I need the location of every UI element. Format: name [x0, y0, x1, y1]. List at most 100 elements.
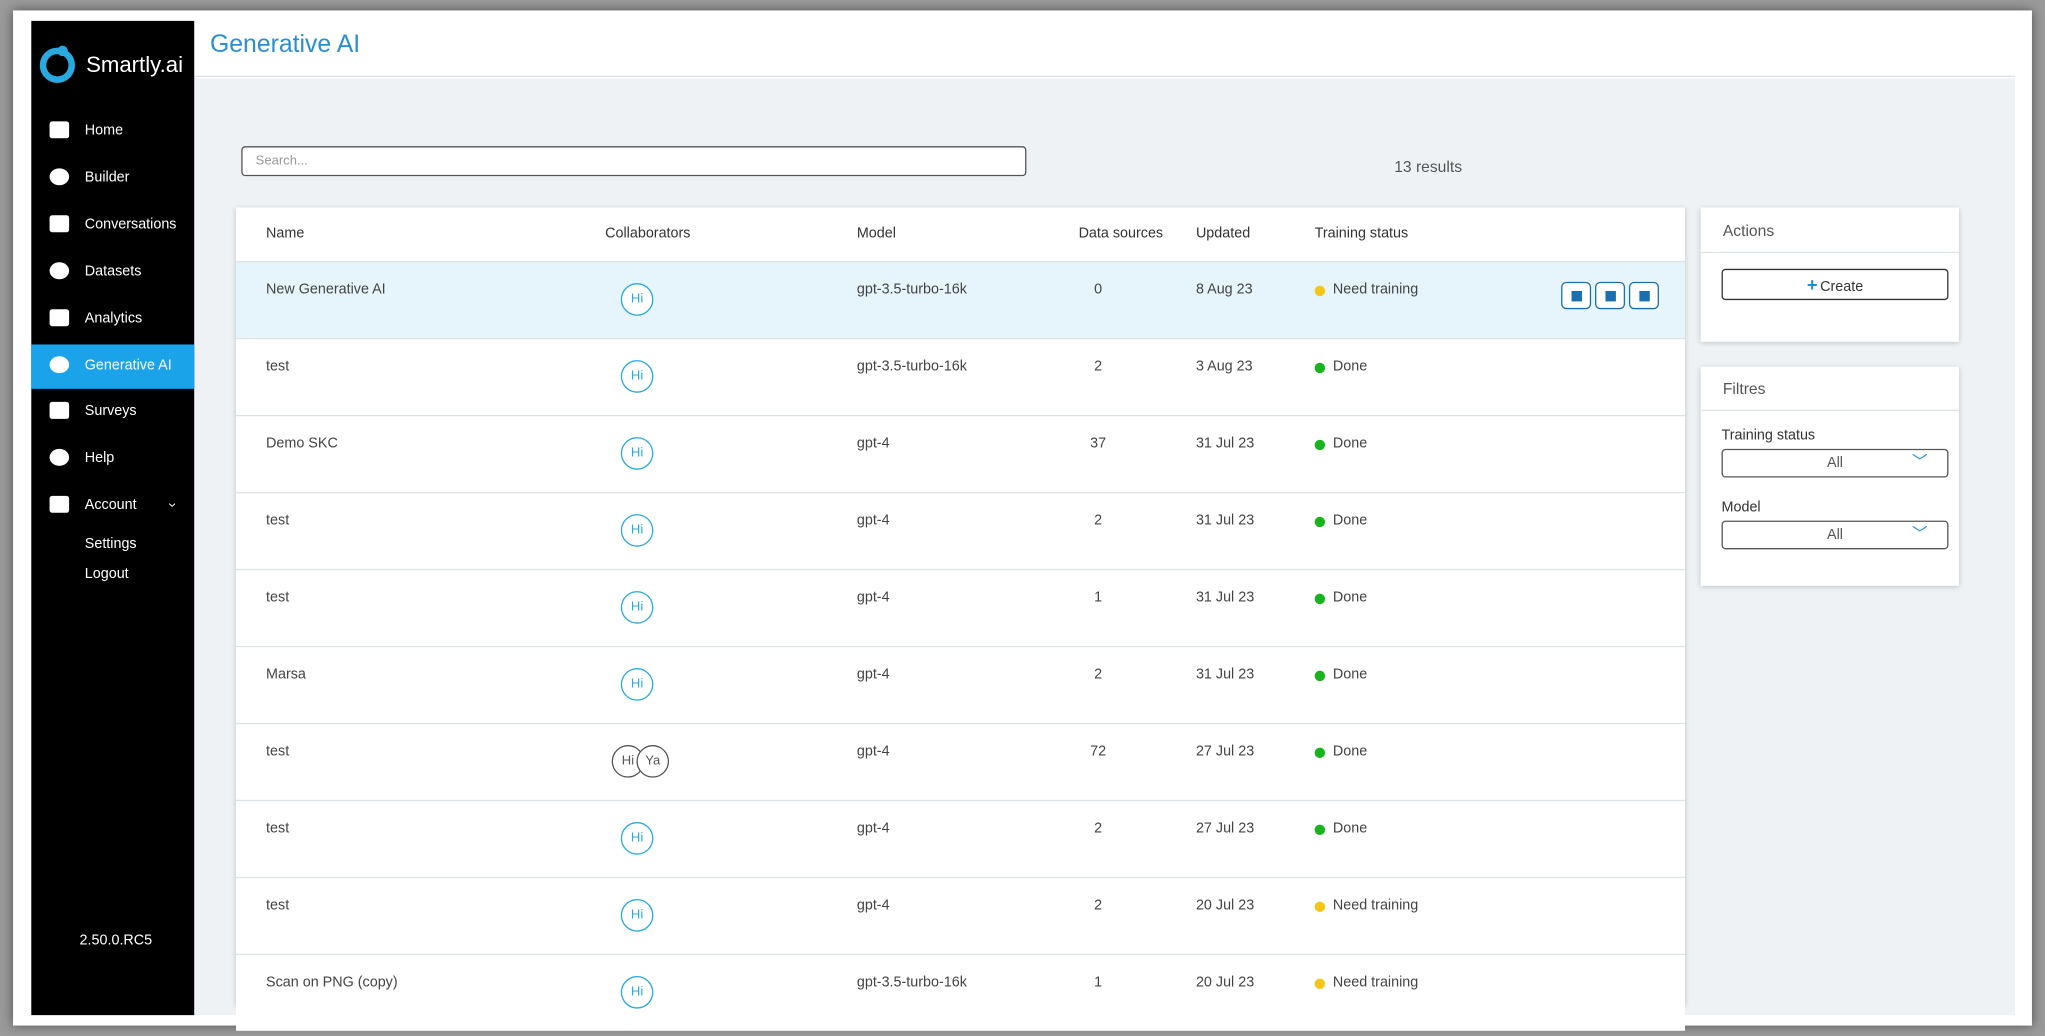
submenu-item[interactable]: Settings: [84, 536, 137, 552]
collaborator-avatar: Hi: [620, 899, 654, 932]
data-sources: 2: [1094, 512, 1103, 529]
collaborator-avatar: Hi: [620, 668, 654, 701]
status: Need training: [1332, 281, 1419, 298]
status-dot: [1314, 439, 1326, 451]
row[interactable]: [236, 722, 1686, 800]
updated: 27 Jul 23: [1195, 820, 1255, 837]
nav-item[interactable]: Home: [84, 122, 124, 139]
status: Done: [1332, 820, 1368, 837]
column-header: Model: [856, 225, 896, 242]
filter-label: Model: [1721, 499, 1761, 516]
row-selected[interactable]: [236, 260, 1686, 338]
filter-select[interactable]: All: [1721, 520, 1949, 550]
submenu-item[interactable]: Logout: [84, 566, 129, 582]
row[interactable]: [236, 491, 1686, 569]
nav-item[interactable]: Surveys: [84, 403, 137, 419]
data-sources: 2: [1094, 358, 1103, 375]
icon: [1571, 290, 1582, 302]
row-action-button[interactable]: [1561, 281, 1592, 310]
collaborator-avatar: Hi: [620, 360, 654, 393]
status: Need training: [1332, 974, 1419, 991]
row[interactable]: [236, 568, 1686, 646]
chevron: ‹: [164, 502, 180, 508]
nav-item[interactable]: Account: [84, 497, 137, 513]
nav-item[interactable]: Help: [84, 450, 115, 466]
status-dot: [1314, 901, 1326, 913]
sidebar: [31, 20, 195, 1016]
row[interactable]: [236, 876, 1686, 954]
name: test: [266, 358, 290, 375]
nav-icon: [49, 121, 70, 139]
updated: 8 Aug 23: [1195, 281, 1253, 298]
data-sources: 37: [1090, 435, 1107, 452]
status-dot: [1314, 362, 1326, 374]
dropdown-arrow: ﹀: [1911, 452, 1928, 472]
updated: 20 Jul 23: [1195, 897, 1255, 914]
icon: [1639, 290, 1650, 302]
model: gpt-4: [856, 743, 890, 760]
status-dot: [1314, 593, 1326, 605]
nav-icon: [49, 215, 70, 233]
collaborator-avatar: Hi: [620, 283, 654, 316]
data-sources: 1: [1094, 589, 1103, 606]
nav-item[interactable]: Conversations: [84, 216, 177, 233]
collaborator-avatar: Hi: [611, 745, 645, 778]
name: test: [266, 743, 290, 760]
model: gpt-4: [856, 589, 890, 606]
version: 2.50.0.RC5: [79, 932, 153, 949]
icon: [1605, 290, 1616, 302]
create-button[interactable]: + Create: [1721, 268, 1949, 301]
divider: [1700, 409, 1959, 412]
status-dot: [1314, 747, 1326, 759]
name: Demo SKC: [266, 435, 338, 452]
row[interactable]: [236, 953, 1686, 1031]
model: gpt-4: [856, 512, 890, 529]
nav-item[interactable]: Generative AI: [84, 357, 172, 374]
column-header: Name: [266, 225, 305, 242]
search-box[interactable]: Search...: [241, 146, 1027, 177]
divider: [1700, 251, 1959, 254]
app-window: Smartly.ai Home Builder Conversations Datase…: [13, 10, 2032, 1031]
status: Done: [1332, 589, 1368, 606]
status-dot: [1314, 516, 1326, 528]
data-sources: 1: [1094, 974, 1103, 991]
name: test: [266, 820, 290, 837]
updated: 31 Jul 23: [1195, 589, 1255, 606]
nav-item[interactable]: Analytics: [84, 310, 143, 327]
collaborator-avatar: Hi: [620, 437, 654, 470]
status: Done: [1332, 512, 1368, 529]
brand: Smartly.ai: [86, 52, 183, 77]
row[interactable]: [236, 414, 1686, 492]
row-action-button[interactable]: [1628, 281, 1659, 310]
nav-item[interactable]: Datasets: [84, 263, 142, 280]
updated: 27 Jul 23: [1195, 743, 1255, 760]
status-dot: [1314, 824, 1326, 836]
page-title: Generative AI: [209, 31, 361, 59]
updated: 31 Jul 23: [1195, 512, 1255, 529]
panel-title: Filtres: [1722, 379, 1766, 398]
model: gpt-4: [856, 666, 890, 683]
data-sources: 2: [1094, 897, 1103, 914]
filter-select[interactable]: All: [1721, 448, 1949, 478]
nav-icon: [49, 309, 70, 327]
status: Done: [1332, 743, 1368, 760]
name: test: [266, 512, 290, 529]
collaborator-avatar: Hi: [620, 514, 654, 547]
status-dot: [1314, 285, 1326, 297]
collaborator-avatar: Ya: [636, 745, 670, 778]
nav-item[interactable]: Builder: [84, 169, 130, 186]
data-sources: 2: [1094, 820, 1103, 837]
name: test: [266, 589, 290, 606]
header: [194, 20, 2015, 77]
status: Done: [1332, 666, 1368, 683]
create-label: Create: [1820, 279, 1864, 295]
row[interactable]: [236, 799, 1686, 877]
row-action-button[interactable]: [1595, 281, 1626, 310]
row[interactable]: [236, 645, 1686, 723]
collaborator-avatar: Hi: [620, 822, 654, 855]
updated: 3 Aug 23: [1195, 358, 1253, 375]
status: Need training: [1332, 897, 1419, 914]
row[interactable]: [236, 337, 1686, 415]
updated: 31 Jul 23: [1195, 435, 1255, 452]
